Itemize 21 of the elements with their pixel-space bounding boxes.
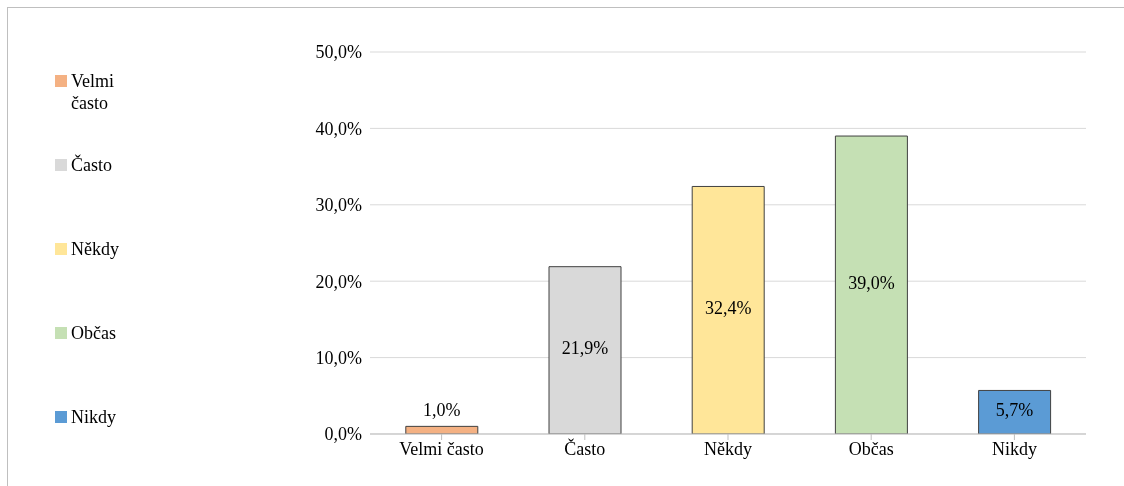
y-tick-label: 20,0% [315,271,362,292]
x-tick-label: Velmi často [399,438,484,459]
legend-label: Často [71,154,113,176]
x-tick-label: Často [564,437,606,459]
y-tick-label: 50,0% [315,42,362,63]
data-label: 1,0% [423,400,461,421]
x-tick-label: Občas [848,438,894,459]
legend-label: Někdy [71,238,120,260]
data-label: 39,0% [848,273,895,294]
y-tick-label: 10,0% [315,347,362,368]
legend-label: Občas [71,322,117,344]
data-label: 21,9% [561,338,609,359]
y-tick-label: 30,0% [315,195,362,216]
y-tick-label: 40,0% [315,118,362,139]
data-label: 5,7% [995,400,1034,421]
x-tick-label: Nikdy [991,438,1037,459]
data-label: 32,4% [704,298,752,319]
legend-label: Velmi často [71,70,115,114]
legend-label: Nikdy [71,406,117,428]
x-tick-label: Někdy [704,438,752,459]
y-tick-label: 0,0% [324,424,362,445]
